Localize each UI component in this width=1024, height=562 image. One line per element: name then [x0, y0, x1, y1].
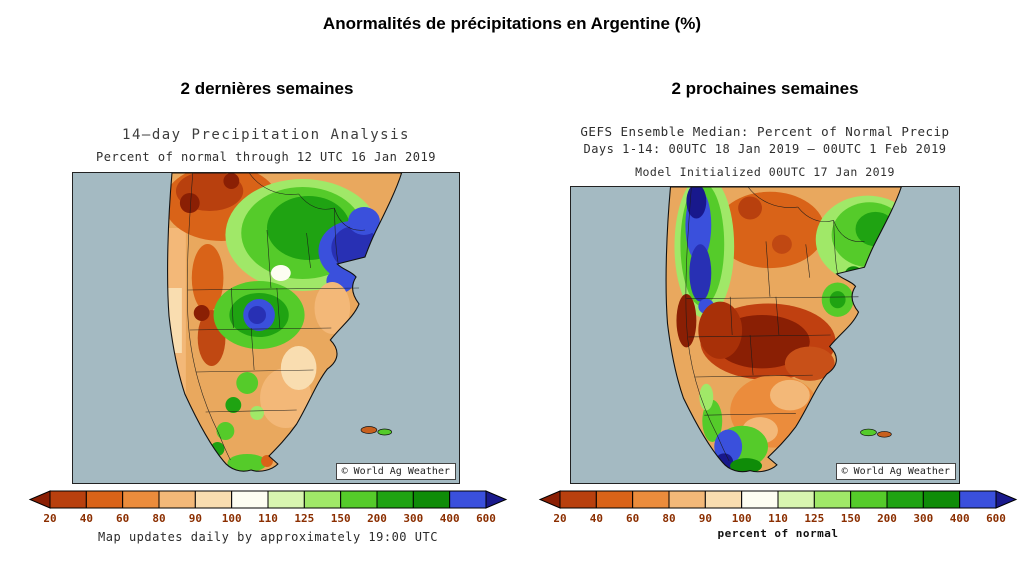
left-map-credit: © World Ag Weather	[335, 463, 456, 480]
svg-text:80: 80	[662, 512, 675, 525]
left-map-subtitle: Percent of normal through 12 UTC 16 Jan …	[96, 150, 436, 164]
svg-text:80: 80	[152, 512, 165, 525]
svg-text:90: 90	[189, 512, 202, 525]
svg-text:90: 90	[699, 512, 712, 525]
svg-text:60: 60	[116, 512, 129, 525]
svg-text:300: 300	[403, 512, 423, 525]
svg-text:40: 40	[80, 512, 93, 525]
country-borders	[685, 187, 865, 462]
right-map-subtitle: Days 1-14: 00UTC 18 Jan 2019 — 00UTC 1 F…	[583, 142, 947, 156]
svg-text:200: 200	[877, 512, 897, 525]
left-colorbar-footer: Map updates daily by approximately 19:00…	[98, 530, 438, 544]
svg-text:110: 110	[768, 512, 788, 525]
right-map-title: GEFS Ensemble Median: Percent of Normal …	[580, 124, 950, 139]
left-map-svg	[73, 173, 459, 483]
country-borders	[186, 173, 366, 461]
right-map-init-line: Model Initialized 00UTC 17 Jan 2019	[635, 165, 895, 179]
svg-text:300: 300	[913, 512, 933, 525]
svg-text:125: 125	[294, 512, 314, 525]
left-panel-subtitle: 2 dernières semaines	[180, 79, 354, 98]
precip-shading-left	[167, 173, 402, 472]
precip-shading-right	[666, 187, 902, 472]
right-map-svg	[571, 187, 959, 483]
svg-text:150: 150	[331, 512, 351, 525]
svg-text:100: 100	[732, 512, 752, 525]
svg-text:40: 40	[590, 512, 603, 525]
right-map: © World Ag Weather	[570, 186, 960, 484]
svg-text:200: 200	[367, 512, 387, 525]
svg-text:60: 60	[626, 512, 639, 525]
left-map-title: 14—day Precipitation Analysis	[122, 127, 410, 143]
svg-text:400: 400	[440, 512, 460, 525]
svg-text:600: 600	[476, 512, 496, 525]
svg-text:125: 125	[804, 512, 824, 525]
coastline	[665, 187, 902, 473]
svg-text:20: 20	[43, 512, 56, 525]
svg-text:100: 100	[222, 512, 242, 525]
svg-text:400: 400	[950, 512, 970, 525]
right-colorbar: 20 40 60 80 90 100 110 125 150 200 300 400 600	[538, 490, 1018, 525]
right-map-credit: © World Ag Weather	[835, 463, 956, 480]
svg-text:600: 600	[986, 512, 1006, 525]
falkland-islands	[360, 426, 393, 436]
falkland-islands	[860, 428, 892, 438]
right-colorbar-caption: percent of normal	[717, 527, 839, 540]
left-colorbar: 20 40 60 80 90 100 110 125 150 200 300 400 600	[28, 490, 508, 525]
svg-text:150: 150	[841, 512, 861, 525]
svg-text:20: 20	[553, 512, 566, 525]
page-title: Anormalités de précipitations en Argenti…	[322, 14, 702, 33]
right-panel-subtitle: 2 prochaines semaines	[671, 79, 859, 98]
coastline	[167, 173, 403, 472]
svg-text:110: 110	[258, 512, 278, 525]
left-map: © World Ag Weather	[72, 172, 460, 484]
